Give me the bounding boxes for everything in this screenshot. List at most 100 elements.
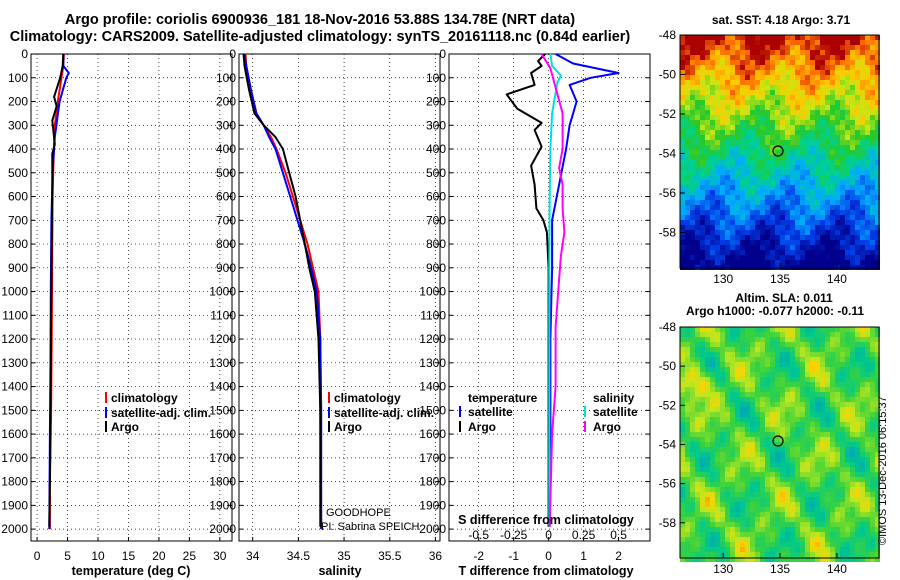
depth-tick-label: 1400: [1, 380, 28, 394]
argo-profile-line: [242, 53, 322, 527]
depth-tick-label: 400: [8, 142, 28, 156]
depth-tick-label: 800: [426, 237, 446, 251]
depth-tick-label: 200: [8, 95, 28, 109]
depth-tick-label: 400: [216, 142, 236, 156]
depth-tick-label: 1100: [2, 308, 28, 322]
legend-t-argo-label: Argo: [468, 420, 496, 434]
depth-tick-label: 1800: [209, 475, 236, 489]
pi-annotation: PI: Sabrina SPEICH: [321, 521, 419, 533]
x-tick-label: 20: [152, 549, 166, 563]
legend-argo-label: Argo: [111, 420, 139, 434]
lat-tick-label: -56: [659, 186, 677, 200]
legend-t-satellite-swatch: [459, 406, 461, 417]
sla-color-field: [680, 327, 880, 562]
depth-tick-label: 600: [8, 190, 28, 204]
legend-argo-swatch: [328, 421, 330, 432]
legend-climatology-swatch: [328, 392, 330, 403]
lon-tick-label: 135: [770, 272, 790, 286]
legend-temperature-heading: temperature: [468, 391, 538, 405]
sla-map-title-2: Argo h1000: -0.077 h2000: -0.11: [686, 304, 864, 318]
x-tick-label: -1: [508, 549, 519, 563]
legend-argo-label: Argo: [334, 420, 362, 434]
depth-tick-label: 700: [8, 213, 28, 227]
depth-tick-label: 1200: [419, 332, 446, 346]
title-line-2: Climatology: CARS2009. Satellite-adjuste…: [9, 29, 631, 45]
depth-tick-label: 800: [216, 237, 236, 251]
depth-tick-label: 600: [216, 190, 236, 204]
lat-tick-label: -54: [659, 146, 677, 160]
x-tick-label: -2: [473, 549, 484, 563]
depth-tick-label: 1400: [419, 380, 446, 394]
t-difference-x-label: T difference from climatology: [458, 564, 633, 578]
x-tick-label: 5: [64, 549, 71, 563]
x-tick-label: 34: [246, 549, 260, 563]
x-tick-label: 0: [34, 549, 41, 563]
lon-tick-label: 135: [770, 562, 790, 576]
profile-lines: [48, 53, 620, 530]
depth-tick-label: 400: [426, 142, 446, 156]
x-tick-label: 0: [545, 549, 552, 563]
depth-tick-label: 1500: [209, 403, 236, 417]
title-line-1: Argo profile: coriolis 6900936_181 18-No…: [64, 12, 576, 28]
s-difference-tick-label: 0: [545, 528, 552, 542]
legend-satellite-label: satellite-adj. clim.: [111, 406, 211, 420]
argo-location-marker: [772, 435, 784, 447]
depth-tick-label: 1500: [1, 403, 28, 417]
depth-tick-label: 500: [216, 166, 236, 180]
salinity-panel-frame: [238, 53, 441, 542]
depth-tick-label: 1400: [209, 380, 236, 394]
legend-s-satellite-label: satellite: [593, 405, 638, 419]
lat-tick-label: -50: [659, 359, 677, 373]
sla-map-title-1: Altim. SLA: 0.011: [735, 291, 833, 305]
depth-tick-label: 100: [216, 71, 236, 85]
depth-tick-label: 1800: [1, 475, 28, 489]
salinity-x-label: salinity: [318, 564, 361, 578]
depth-tick-label: 600: [426, 190, 446, 204]
depth-tick-label: 300: [8, 118, 28, 132]
legend-climatology-label: climatology: [111, 391, 178, 405]
temperature-panel-frame: [30, 53, 233, 542]
sst-map-title: sat. SST: 4.18 Argo: 3.71: [712, 13, 851, 27]
x-tick-label: 35.5: [378, 549, 402, 563]
s-difference-x-label: S difference from climatology: [458, 513, 634, 527]
sst-map-ticks: -48 -50 -52 -54 -56 -58 130 135 140: [659, 28, 848, 286]
depth-tick-label: 1600: [419, 427, 446, 441]
depth-tick-label: 300: [426, 118, 446, 132]
depth-tick-label: 900: [216, 261, 236, 275]
depth-tick-label: 1600: [209, 427, 236, 441]
program-annotation: GOODHOPE: [326, 507, 391, 519]
lat-tick-label: -54: [659, 437, 677, 451]
x-tick-label: 30: [213, 549, 227, 563]
lon-tick-label: 140: [827, 562, 847, 576]
depth-tick-label: 1700: [419, 451, 446, 465]
lat-tick-label: -58: [659, 516, 677, 530]
depth-tick-label: 1000: [1, 285, 28, 299]
depth-tick-label: 500: [8, 166, 28, 180]
depth-tick-label: 200: [216, 95, 236, 109]
depth-tick-label: 1200: [209, 332, 236, 346]
lat-tick-label: -52: [659, 398, 677, 412]
x-tick-label: 25: [183, 549, 197, 563]
lat-tick-label: -48: [659, 28, 677, 42]
lon-tick-label: 130: [713, 272, 733, 286]
depth-tick-label: 1300: [419, 356, 446, 370]
lat-tick-label: -52: [659, 107, 677, 121]
s-difference-tick-label: 0.25: [572, 528, 596, 542]
satellite-profile-line: [548, 53, 620, 527]
depth-tick-label: 0: [21, 47, 28, 61]
depth-tick-label: 800: [8, 237, 28, 251]
depth-tick-label: 1900: [209, 498, 236, 512]
argo-profile-line: [48, 53, 65, 527]
depth-tick-label: 1100: [420, 308, 446, 322]
salinity_satellite-profile-line: [548, 53, 562, 527]
depth-tick-label: 2000: [419, 522, 446, 536]
imos-timestamp: ©IMOS 13-Dec-2016 06:15:37: [877, 396, 889, 545]
argo-location-marker: [772, 145, 784, 157]
legend-satellite-swatch: [105, 407, 107, 418]
axis-ticks: 0100200300400500600700800900100011001200…: [1, 47, 650, 563]
depth-tick-label: 900: [8, 261, 28, 275]
depth-tick-label: 700: [426, 213, 446, 227]
depth-tick-label: 300: [216, 118, 236, 132]
depth-tick-label: 1000: [209, 285, 236, 299]
